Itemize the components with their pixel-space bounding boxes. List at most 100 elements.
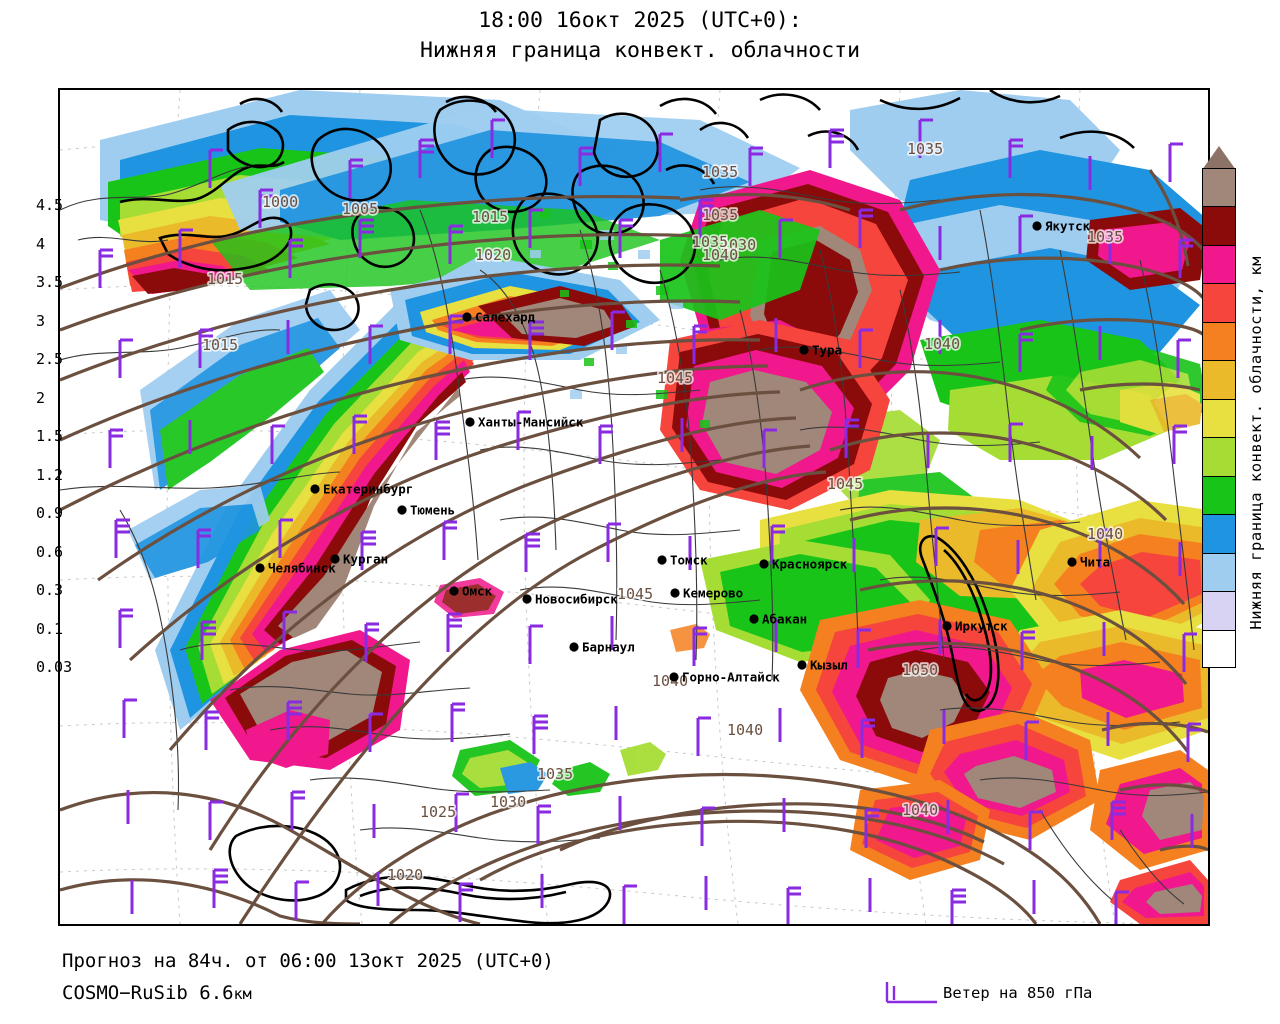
- isobar-label: 1035: [907, 140, 943, 158]
- city-marker: [942, 621, 952, 631]
- city-label: Новосибирск: [535, 592, 618, 607]
- isobar-label: 1045: [657, 369, 693, 387]
- city-marker: [749, 614, 759, 624]
- colorbar-tick-0.1: 0.1: [36, 619, 64, 638]
- isobar-label-halo: 1020: [475, 246, 511, 264]
- isobar-label-halo: 1050: [902, 661, 938, 679]
- city-label: Кызыл: [810, 658, 848, 673]
- colorbar-axis-label-text: Нижняя граница конвект. облачности, км: [1247, 256, 1265, 630]
- city-marker: [669, 672, 679, 682]
- isobar-label: 1015: [472, 208, 508, 226]
- isobar-label-halo: 1035: [692, 233, 728, 251]
- colorbar-band-2: [1202, 360, 1236, 399]
- title-datetime: 18:00 16окт 2025 (UTC+0):: [478, 8, 802, 33]
- city-label: Красноярск: [772, 557, 848, 572]
- colorbar-band-0.9: [1202, 475, 1236, 515]
- colorbar-tick-0.03: 0.03: [36, 658, 73, 676]
- city-label: Тура: [812, 343, 842, 358]
- administrative-borders: [60, 165, 1208, 905]
- city-label: Курган: [343, 552, 388, 567]
- isobar-label-halo: 1035: [702, 206, 738, 224]
- isobar-label-halo: 1015: [207, 270, 243, 288]
- isobar-label-halo: 1000: [262, 193, 298, 211]
- city-label: Иркутск: [955, 619, 1008, 634]
- isobar-label: 1045: [617, 585, 653, 603]
- isobar-label-halo: 1040: [702, 246, 738, 264]
- city-label: Челябинск: [268, 561, 336, 576]
- map-frame[interactable]: 1000 1000 1005 1005 1015 1015 1020 1020 1015 1015…: [58, 88, 1210, 926]
- isobar-label: 1040: [702, 246, 738, 264]
- isobar-label: 1045: [827, 475, 863, 493]
- city-label: Томск: [670, 553, 708, 568]
- cloud-base-field: [100, 90, 1208, 924]
- city-label: Ханты-Мансийск: [478, 415, 584, 430]
- model-name: COSMO−RuSib 6.6: [62, 982, 234, 1004]
- isobar-label: 1020: [475, 246, 511, 264]
- city-label: Чита: [1080, 555, 1110, 570]
- isobar-label: 1040: [727, 721, 763, 739]
- isobar-label: 1035: [702, 206, 738, 224]
- colorbar-tick-0.3: 0.3: [36, 581, 64, 600]
- isobar-label-halo: 1040: [924, 335, 960, 353]
- isobar-label: 1015: [202, 336, 238, 354]
- model-resolution-unit: км: [233, 985, 252, 1003]
- city-marker: [330, 554, 340, 564]
- isobar-label-halo: 1020: [387, 866, 423, 884]
- city-marker: [449, 586, 459, 596]
- city-marker: [255, 563, 265, 573]
- colorbar-tick-1.2: 1.2: [36, 465, 64, 484]
- colorbar-band-0.3: [1202, 552, 1236, 592]
- city-marker: [799, 345, 809, 355]
- colorbar-tick-2: 2: [36, 388, 46, 407]
- isobar-label: 1035: [1087, 228, 1123, 246]
- city-marker: [797, 660, 807, 670]
- colorbar-band-4.5: [1202, 168, 1236, 207]
- colorbar-band-0.1: [1202, 591, 1236, 630]
- colorbar-band-1.5: [1202, 398, 1236, 438]
- isobar-label: 1025: [420, 803, 456, 821]
- city-label: Абакан: [762, 612, 807, 627]
- isobar-label: 1040: [1087, 525, 1123, 543]
- city-marker: [465, 417, 475, 427]
- isobar-label: 1035: [692, 233, 728, 251]
- city-markers: Якутск Тура Салехард Ханты-Мансийск Екатерин…: [255, 219, 1110, 685]
- isobar-label: 1020: [387, 866, 423, 884]
- colorbar-tick-0.9: 0.9: [36, 504, 64, 523]
- isobar-label: 1005: [342, 200, 378, 218]
- isobar-label-halo: 1030: [720, 236, 756, 254]
- wind-legend-label: Ветер на 850 гПа: [943, 984, 1093, 1002]
- coastline: [119, 90, 1135, 924]
- title-field-name: Нижняя граница конвект. облачности: [419, 38, 861, 63]
- wind-legend-barb: [885, 982, 937, 1004]
- isobar-label: 1040: [652, 672, 688, 690]
- colorbar-band-3.5: [1202, 244, 1236, 284]
- colorbar-axis-label: Нижняя граница конвект. облачности, км: [1247, 256, 1271, 676]
- city-label: Екатеринбург: [323, 482, 413, 497]
- isobar-label-halo: 1015: [472, 208, 508, 226]
- isobar-label-halo: 1045: [617, 585, 653, 603]
- colorbar-band-2.5: [1202, 321, 1236, 361]
- city-label: Тюмень: [410, 503, 455, 518]
- isobar-label-halo: 1015: [202, 336, 238, 354]
- city-label: Омск: [462, 584, 493, 599]
- isobar-label-halo: 1040: [652, 672, 688, 690]
- colorbar-tick-4.5: 4.5: [36, 196, 64, 215]
- colorbar-tick-1.5: 1.5: [36, 427, 64, 446]
- isobar-label: 1030: [720, 236, 756, 254]
- colorbar-tick-3: 3: [36, 311, 46, 330]
- isobar-label-halo: 1040: [902, 801, 938, 819]
- wind-legend: Ветер на 850 гПа: [875, 978, 1205, 1012]
- isobar-label-halo: 1035: [1087, 228, 1123, 246]
- city-label: Салехард: [475, 310, 536, 325]
- colorbar[interactable]: [1202, 146, 1236, 668]
- isobar-label: 1035: [537, 765, 573, 783]
- isobar-label-halo: 1035: [907, 140, 943, 158]
- colorbar-band-1.2: [1202, 437, 1236, 476]
- city-marker: [1067, 557, 1077, 567]
- isobar-label-halo: 1040: [727, 721, 763, 739]
- colorbar-tick-labels: 4.5 4 3.5 3 2.5 2 1.5 1.2 0.9 0.6 0.3 0.1 0.03: [36, 168, 96, 688]
- city-marker: [1032, 221, 1042, 231]
